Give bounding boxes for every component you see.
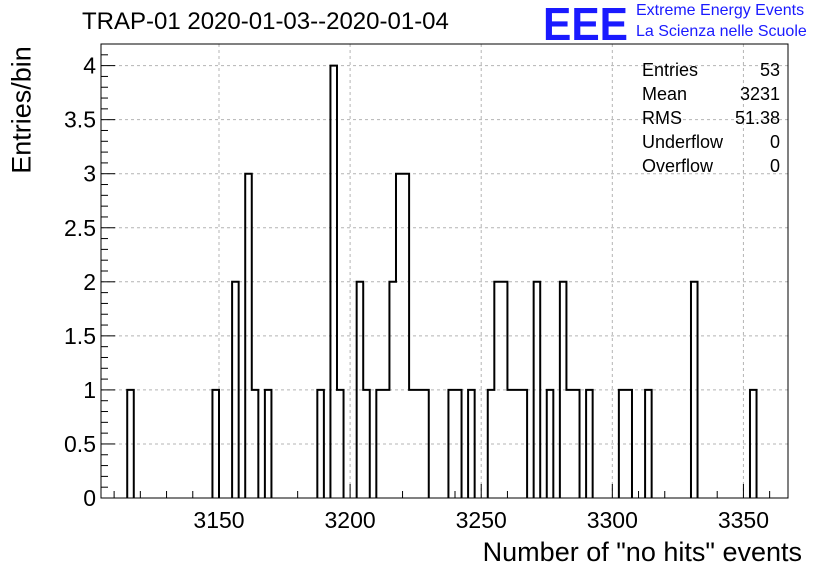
- stat-value: 53: [759, 60, 780, 80]
- stat-row-overflow: Overflow 0: [642, 154, 780, 178]
- x-tick-label: 3250: [456, 507, 507, 533]
- logo-tagline-1: Extreme Energy Events: [636, 2, 805, 19]
- eee-logo: EEE: [543, 2, 628, 44]
- stat-value: 0: [769, 132, 780, 152]
- x-tick-label: 3300: [587, 507, 638, 533]
- y-tick-label: 0: [83, 485, 96, 511]
- histogram-bars: [126, 64, 758, 498]
- stat-label: RMS: [642, 108, 682, 128]
- eee-logo-mark: EEE: [543, 2, 628, 44]
- y-axis-label: Entries/bin: [6, 46, 37, 174]
- y-tick-label: 3: [83, 161, 96, 187]
- x-tick-label: 3350: [718, 507, 769, 533]
- stat-value: 3231: [739, 84, 780, 104]
- stat-label: Mean: [642, 84, 688, 104]
- stat-value: 0: [769, 156, 780, 176]
- x-tick-label: 3200: [325, 507, 376, 533]
- stat-value: 51.38: [734, 108, 780, 128]
- stat-label: Entries: [642, 60, 699, 80]
- stat-label: Underflow: [642, 132, 724, 152]
- stat-row-underflow: Underflow 0: [642, 130, 780, 154]
- stat-row-rms: RMS 51.38: [642, 106, 780, 130]
- logo-tagline-2: La Scienza nelle Scuole: [636, 23, 807, 40]
- y-tick-label: 0.5: [64, 431, 96, 457]
- stat-row-entries: Entries 53: [642, 58, 780, 82]
- y-tick-label: 2: [83, 269, 96, 295]
- chart-title: TRAP-01 2020-01-03--2020-01-04: [82, 8, 449, 35]
- y-tick-label: 1: [83, 377, 96, 403]
- stat-row-mean: Mean 3231: [642, 82, 780, 106]
- y-tick-label: 4: [83, 53, 96, 79]
- stat-label: Overflow: [642, 156, 714, 176]
- y-tick-label: 3.5: [64, 107, 96, 133]
- x-tick-label: 3150: [193, 507, 244, 533]
- statistics-box: Entries 53 Mean 3231 RMS 51.38 Underflow…: [642, 58, 780, 178]
- y-tick-label: 2.5: [64, 215, 96, 241]
- x-axis-label: Number of "no hits" events: [482, 537, 802, 567]
- y-tick-label: 1.5: [64, 323, 96, 349]
